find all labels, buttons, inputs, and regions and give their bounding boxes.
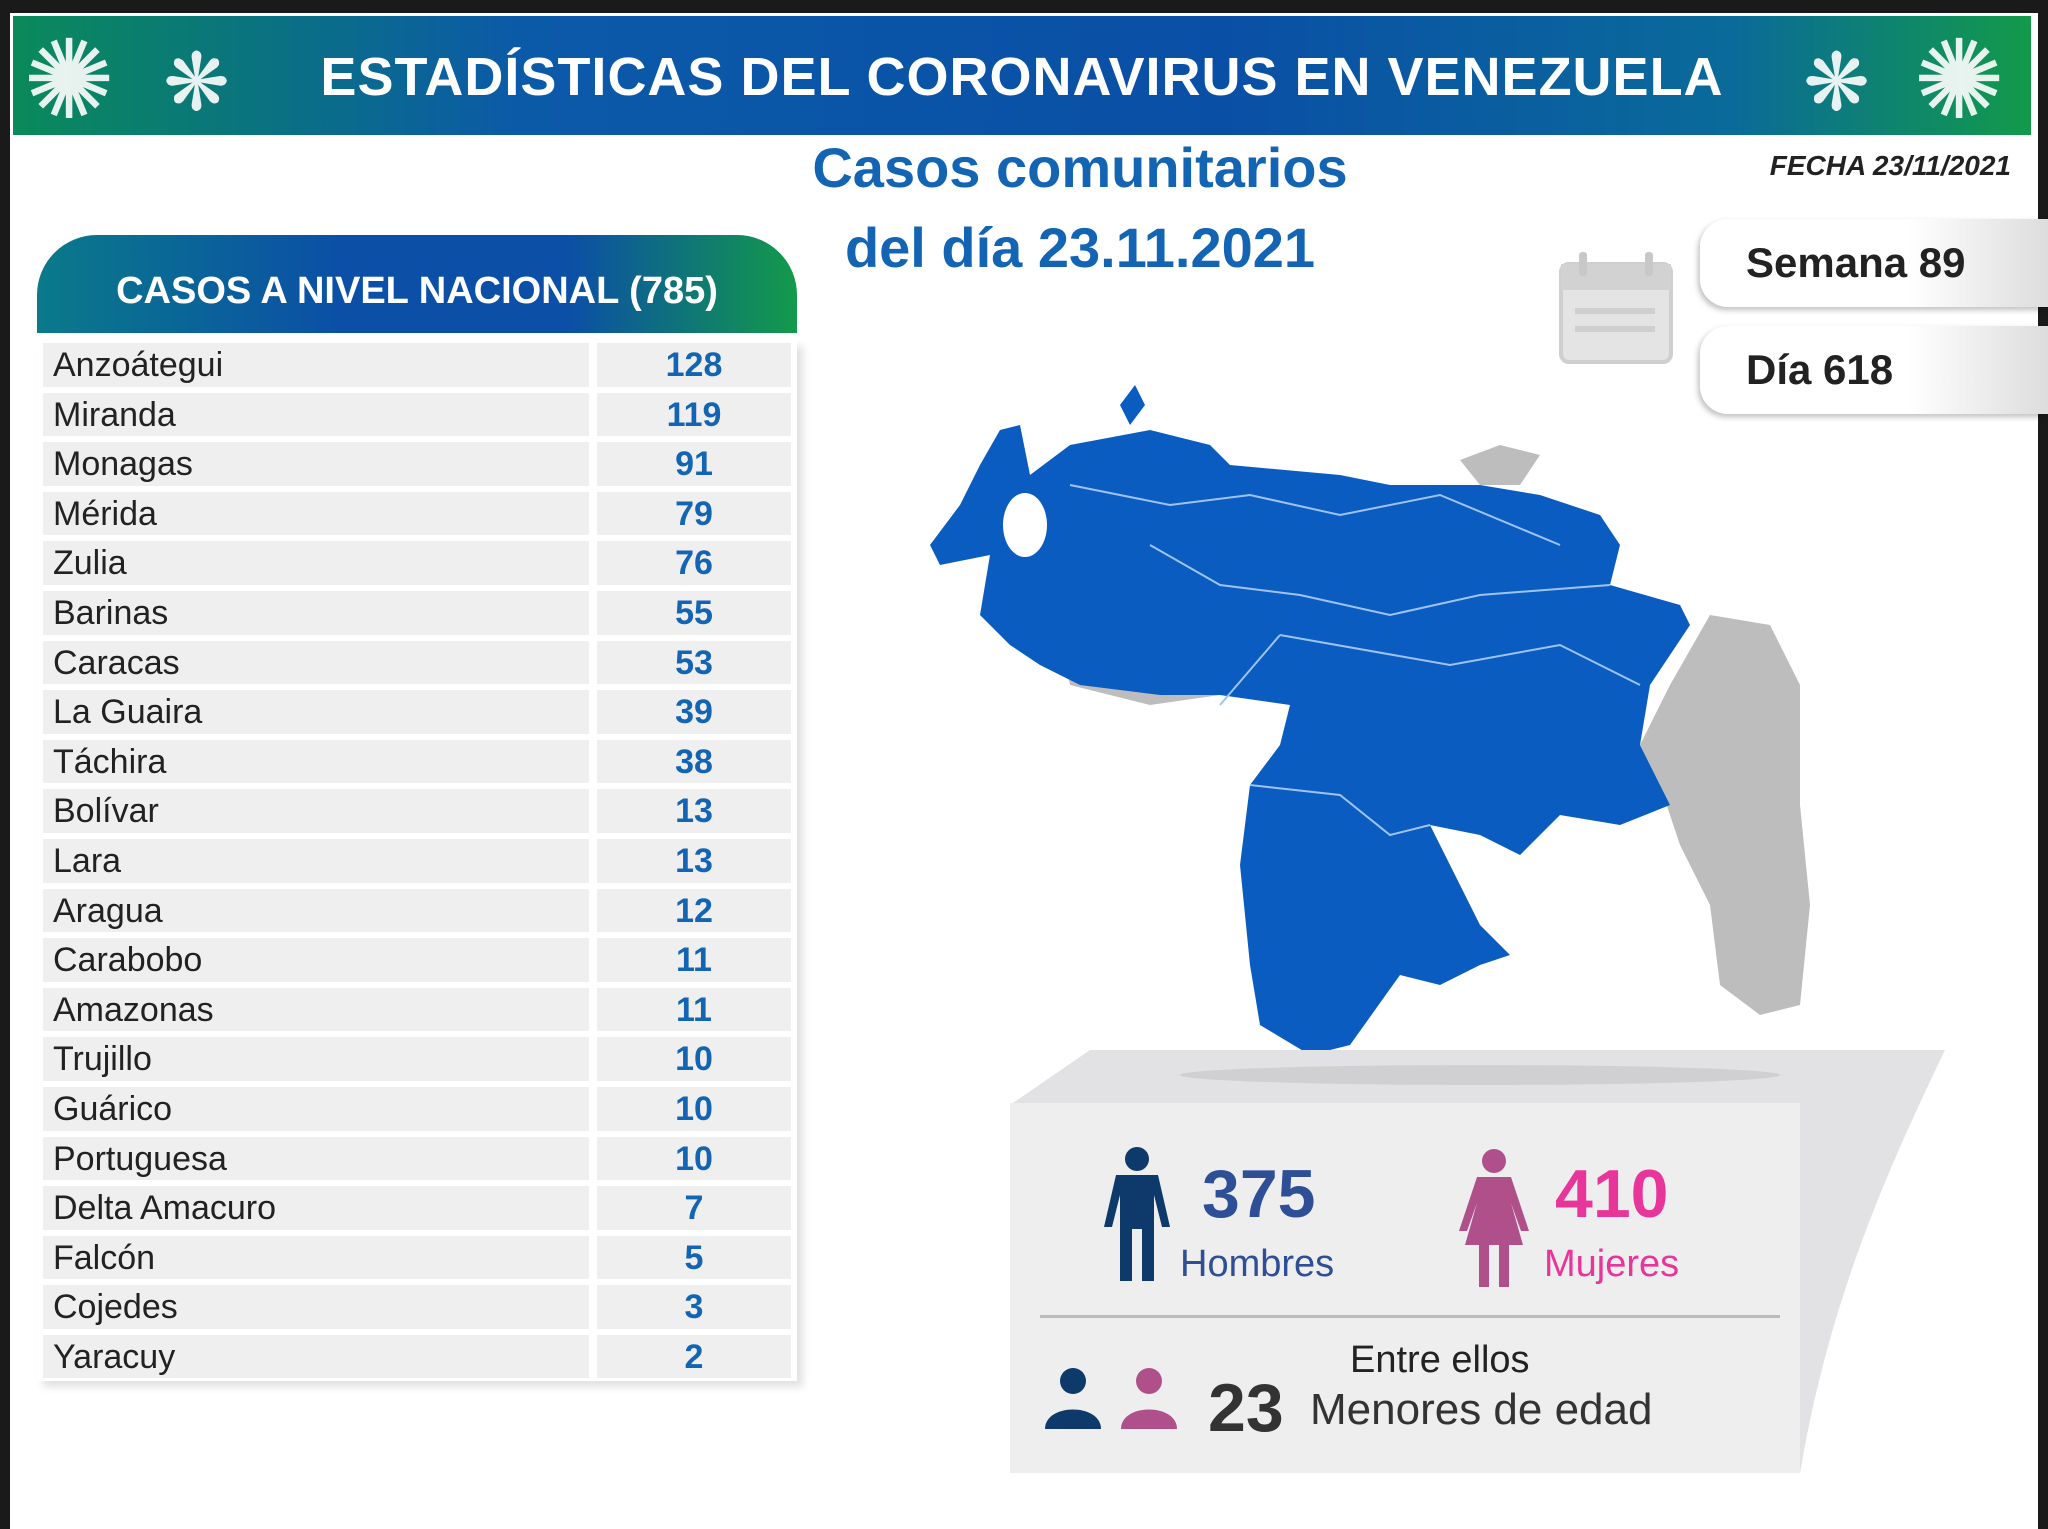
- virus-icon: ✺: [1913, 19, 2006, 135]
- header-banner: ✺ ❋ ESTADÍSTICAS DEL CORONAVIRUS EN VENE…: [13, 16, 2031, 135]
- case-count: 2: [597, 1334, 791, 1379]
- date-label: FECHA 23/11/2021: [1769, 150, 2011, 181]
- table-row: Miranda 119: [37, 390, 797, 440]
- map-trinidad: [1460, 445, 1540, 485]
- men-count: 375: [1202, 1156, 1316, 1232]
- virus-icon: ❋: [1803, 38, 1871, 127]
- table-row: Cojedes 3: [37, 1282, 797, 1332]
- table-row: Anzoátegui 128: [37, 340, 797, 390]
- case-count: 7: [597, 1186, 791, 1230]
- case-count: 11: [597, 987, 791, 1032]
- table-row: Barinas 55: [37, 588, 797, 638]
- state-name: Cojedes: [43, 1285, 589, 1329]
- map-venezuela: [930, 425, 1690, 1055]
- table-row: Mérida 79: [37, 489, 797, 539]
- state-name: Caracas: [43, 640, 589, 685]
- state-name: Táchira: [43, 739, 589, 784]
- case-count: 55: [597, 590, 791, 635]
- state-name: Portuguesa: [43, 1136, 589, 1181]
- state-name: Miranda: [43, 392, 589, 437]
- venezuela-map: [930, 385, 1810, 1055]
- table-row: Trujillo 10: [37, 1034, 797, 1084]
- table-row: Zulia 76: [37, 538, 797, 588]
- state-name: Guárico: [43, 1086, 589, 1131]
- case-count: 10: [597, 1136, 791, 1181]
- man-icon: [1104, 1147, 1170, 1281]
- virus-icon: ❋: [163, 38, 231, 127]
- minors-icon: [1045, 1368, 1177, 1429]
- state-name: Lara: [43, 838, 589, 883]
- table-row: La Guaira 39: [37, 687, 797, 737]
- table-row: Guárico 10: [37, 1084, 797, 1134]
- day-badge: Día 618: [1700, 326, 2048, 414]
- state-name: Monagas: [43, 442, 589, 486]
- case-count: 76: [597, 541, 791, 585]
- table-header: CASOS A NIVEL NACIONAL (785): [37, 235, 797, 333]
- women-label: Mujeres: [1544, 1243, 1680, 1285]
- gender-panel: 375 Hombres 410 Mujeres Entre ellos 23 M…: [1010, 1103, 1800, 1473]
- cases-table: Anzoátegui 128 Miranda 119 Monagas 91 Mérida 79…: [37, 340, 797, 1381]
- table-row: Táchira 38: [37, 737, 797, 787]
- table-row: Monagas 91: [37, 439, 797, 489]
- case-count: 11: [597, 938, 791, 982]
- minors-count: 23: [1208, 1370, 1284, 1446]
- case-count: 13: [597, 838, 791, 883]
- state-name: Bolívar: [43, 789, 589, 833]
- calendar-icon: [1559, 252, 1673, 364]
- table-row: Bolívar 13: [37, 786, 797, 836]
- week-badge: Semana 89: [1700, 219, 2048, 307]
- case-count: 12: [597, 888, 791, 933]
- table-row: Amazonas 11: [37, 985, 797, 1035]
- state-name: Anzoátegui: [43, 343, 589, 387]
- table-row: Portuguesa 10: [37, 1134, 797, 1184]
- case-count: 53: [597, 640, 791, 685]
- subtitle-line2: del día 23.11.2021: [844, 216, 1316, 279]
- map-guyana-region: [1640, 615, 1810, 1015]
- case-count: 91: [597, 442, 791, 486]
- men-label: Hombres: [1180, 1243, 1335, 1285]
- minors-intro: Entre ellos: [1350, 1339, 1530, 1381]
- banner-title: ESTADÍSTICAS DEL CORONAVIRUS EN VENEZUEL…: [320, 47, 1724, 107]
- table-row: Carabobo 11: [37, 935, 797, 985]
- case-count: 13: [597, 789, 791, 833]
- case-count: 128: [597, 343, 791, 387]
- table-row: Caracas 53: [37, 638, 797, 688]
- case-count: 39: [597, 690, 791, 734]
- case-count: 119: [597, 392, 791, 437]
- case-count: 5: [597, 1235, 791, 1280]
- table-row: Aragua 12: [37, 886, 797, 936]
- state-name: Zulia: [43, 541, 589, 585]
- state-name: Amazonas: [43, 987, 589, 1032]
- case-count: 10: [597, 1037, 791, 1081]
- case-count: 10: [597, 1086, 791, 1131]
- table-row: Delta Amacuro 7: [37, 1183, 797, 1233]
- state-name: Yaracuy: [43, 1334, 589, 1379]
- state-name: La Guaira: [43, 690, 589, 734]
- state-name: Trujillo: [43, 1037, 589, 1081]
- case-count: 79: [597, 491, 791, 536]
- minors-label: Menores de edad: [1310, 1385, 1653, 1434]
- case-count: 3: [597, 1285, 791, 1329]
- women-count: 410: [1555, 1156, 1669, 1232]
- state-name: Delta Amacuro: [43, 1186, 589, 1230]
- table-row: Yaracuy 2: [37, 1332, 797, 1382]
- virus-icon: ✺: [23, 19, 116, 135]
- state-name: Falcón: [43, 1235, 589, 1280]
- state-name: Mérida: [43, 491, 589, 536]
- state-name: Aragua: [43, 888, 589, 933]
- state-name: Carabobo: [43, 938, 589, 982]
- divider: [1040, 1315, 1780, 1318]
- panel-curl: [1010, 1050, 1945, 1473]
- subtitle-line1: Casos comunitarios: [812, 136, 1348, 199]
- state-name: Barinas: [43, 590, 589, 635]
- woman-icon: [1459, 1149, 1529, 1287]
- table-row: Falcón 5: [37, 1233, 797, 1283]
- case-count: 38: [597, 739, 791, 784]
- table-row: Lara 13: [37, 836, 797, 886]
